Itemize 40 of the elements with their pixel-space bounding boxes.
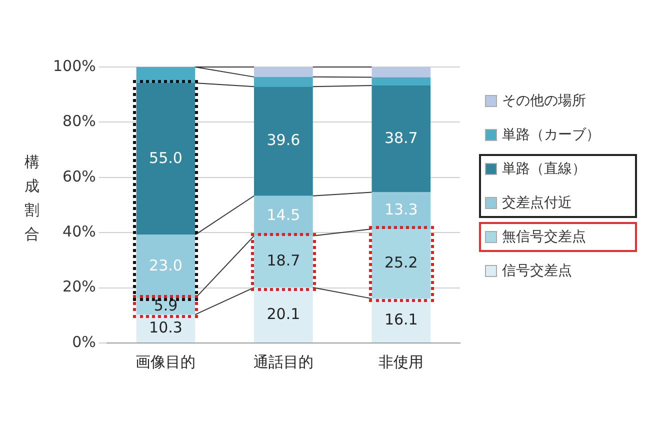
bar — [254, 196, 313, 236]
x-tick-label: 画像目的 — [136, 352, 196, 371]
y-tick-label: 80% — [62, 112, 96, 130]
legend-label: 無信号交差点 — [502, 228, 586, 246]
bar — [372, 77, 431, 86]
legend-label: 単路（直線） — [502, 160, 586, 178]
data-label: 39.6 — [266, 131, 300, 150]
bar — [372, 67, 431, 78]
bar — [254, 288, 313, 342]
x-tick-label: 通話目的 — [253, 352, 314, 371]
bar — [254, 67, 313, 77]
x-tick-label: 非使用 — [378, 352, 424, 371]
legend-label: 信号交差点 — [502, 262, 572, 280]
bar — [136, 67, 196, 84]
bar — [372, 192, 431, 230]
bar — [372, 298, 431, 342]
data-label: 55.0 — [149, 148, 182, 167]
data-label: 38.7 — [384, 128, 418, 147]
y-tick-label: 40% — [62, 222, 96, 240]
data-label: 13.3 — [384, 200, 418, 219]
data-label: 23.0 — [149, 256, 182, 274]
bar — [254, 86, 313, 196]
bar — [136, 234, 196, 298]
y-tick-label: 20% — [62, 278, 96, 296]
data-label: 14.5 — [266, 206, 300, 224]
y-tick-label: 100% — [52, 56, 96, 75]
legend-label: 交差点付近 — [502, 194, 572, 212]
y-tick-label: 0% — [72, 332, 96, 351]
data-label: 16.1 — [384, 310, 418, 328]
data-label: 10.3 — [149, 318, 182, 336]
bar — [136, 83, 196, 235]
data-label: 18.7 — [266, 252, 300, 270]
legend-label: その他の場所 — [502, 92, 586, 110]
bar — [254, 76, 313, 87]
data-label: 25.2 — [384, 254, 418, 272]
y-tick-label: 60% — [62, 167, 96, 186]
y-axis-title: 構成割合 — [24, 152, 40, 245]
data-label: 20.1 — [266, 304, 300, 323]
legend-label: 単路（カーブ） — [502, 126, 600, 144]
bar — [372, 85, 431, 192]
